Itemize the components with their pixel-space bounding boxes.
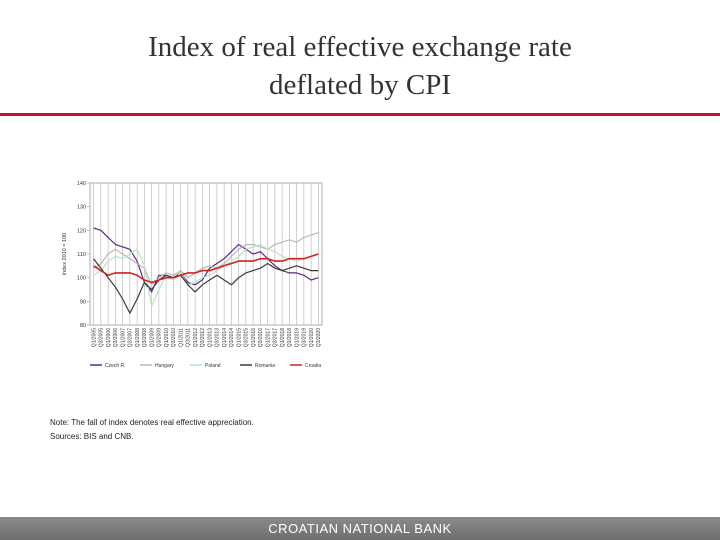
legend-label: Romania [255, 363, 275, 369]
title-divider [0, 113, 720, 116]
x-tick-label: Q1/2009 [149, 328, 155, 347]
x-tick-label: Q1/2016 [251, 328, 257, 347]
note-text: Note: The fall of index denotes real eff… [50, 418, 254, 427]
series-line [93, 258, 319, 314]
y-tick-label: 140 [77, 181, 86, 187]
x-tick-label: Q1/2012 [193, 328, 199, 347]
x-tick-label: Q1/2017 [265, 328, 271, 347]
x-tick-label: Q3/2013 [215, 328, 221, 347]
footer-bank-name: CROATIAN NATIONAL BANK [268, 521, 452, 536]
x-tick-label: Q3/2009 [157, 328, 163, 347]
legend-label: Poland [205, 363, 221, 369]
x-tick-label: Q3/2008 [142, 328, 148, 347]
x-tick-label: Q1/2018 [280, 328, 286, 347]
x-tick-label: Q1/2008 [135, 328, 141, 347]
y-tick-label: 120 [77, 228, 86, 234]
legend-label: Czech R. [105, 363, 126, 369]
x-tick-label: Q3/2005 [99, 328, 105, 347]
x-tick-label: Q3/2014 [229, 328, 235, 347]
x-tick-label: Q1/2019 [294, 328, 300, 347]
title-line-2: deflated by CPI [268, 69, 451, 101]
series-line [93, 232, 319, 286]
x-tick-label: Q1/2020 [309, 328, 315, 347]
series-line [93, 243, 319, 307]
legend-label: Hungary [155, 363, 174, 369]
x-tick-label: Q3/2020 [316, 328, 322, 347]
x-tick-label: Q1/2011 [178, 328, 184, 347]
y-tick-label: 80 [80, 323, 86, 329]
legend-label: Croatia [305, 363, 321, 369]
series-line [93, 253, 319, 284]
y-tick-label: 90 [80, 299, 86, 305]
title-line-1: Index of real effective exchange rate [148, 31, 572, 63]
x-tick-label: Q3/2019 [302, 328, 308, 347]
x-tick-label: Q1/2007 [120, 328, 126, 347]
x-tick-label: Q3/2016 [258, 328, 264, 347]
y-axis-label: index 2010 = 100 [62, 233, 68, 275]
plot-area [89, 182, 323, 326]
x-tick-label: Q3/2011 [186, 328, 192, 347]
x-tick-label: Q3/2006 [113, 328, 119, 347]
y-tick-label: 100 [77, 276, 86, 282]
footer-bar: CROATIAN NATIONAL BANK [0, 517, 720, 540]
x-tick-label: Q3/2010 [171, 328, 177, 347]
y-tick-label: 110 [77, 252, 86, 258]
x-tick-label: Q3/2007 [128, 328, 134, 347]
x-tick-label: Q1/2010 [164, 328, 170, 347]
slide-title: Index of real effective exchange rate de… [60, 28, 660, 104]
reer-line-chart: 80 90 100 110 120 130 140 index 2010 = 100 Q1/20… [62, 181, 323, 369]
x-tick-label: Q1/2006 [106, 328, 112, 347]
x-tick-label: Q1/2015 [236, 328, 242, 347]
x-tick-label: Q3/2017 [273, 328, 279, 347]
x-tick-label: Q1/2014 [222, 328, 228, 347]
x-tick-label: Q3/2015 [244, 328, 250, 347]
y-tick-label: 130 [77, 205, 86, 211]
chart-notes: Note: The fall of index denotes real eff… [50, 416, 450, 444]
sources-text: Sources: BIS and CNB. [50, 432, 134, 441]
x-tick-label: Q3/2012 [200, 328, 206, 347]
x-tick-label: Q1/2013 [207, 328, 213, 347]
x-tick-label: Q3/2018 [287, 328, 293, 347]
x-tick-label: Q1/2005 [91, 328, 97, 347]
